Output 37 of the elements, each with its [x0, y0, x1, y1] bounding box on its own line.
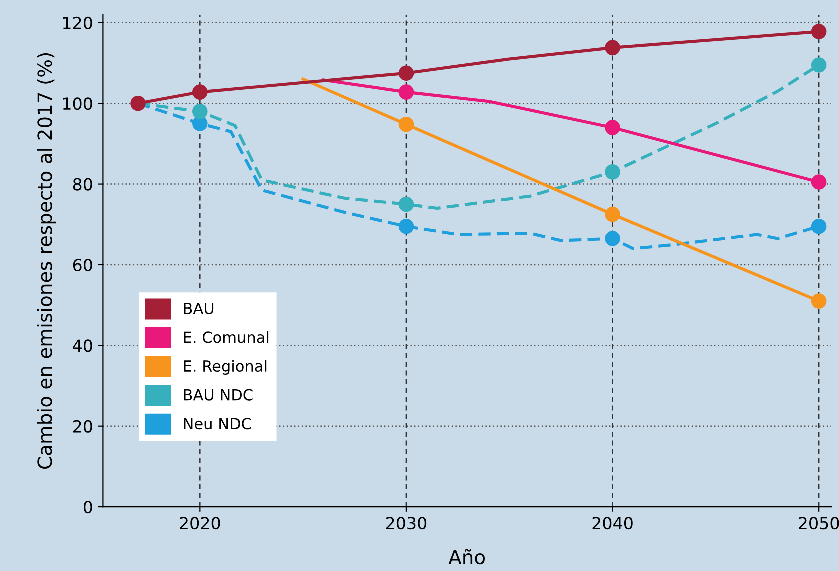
y-tick-label: 20 — [73, 420, 92, 433]
point — [398, 116, 414, 132]
point — [605, 206, 620, 222]
point — [605, 164, 620, 180]
y-axis-title: Cambio en emisiones respecto al 2017 (%) — [37, 54, 56, 469]
point — [192, 116, 208, 132]
point — [398, 84, 414, 100]
point — [398, 66, 414, 81]
point — [605, 120, 620, 136]
point — [398, 196, 414, 212]
y-tick-label: 60 — [73, 258, 92, 272]
point — [811, 24, 827, 40]
point — [811, 219, 827, 234]
y-tick-label: 0 — [84, 501, 92, 514]
point — [811, 294, 827, 309]
legend-label: E. Comunal — [184, 331, 269, 344]
y-tick-label: 40 — [73, 340, 92, 352]
x-tick-label: 2030 — [386, 517, 427, 530]
x-tick-label: 2040 — [592, 517, 633, 530]
point — [130, 96, 146, 112]
x-axis-title: Año — [448, 549, 486, 565]
point — [192, 84, 208, 100]
point — [192, 104, 208, 120]
x-tick-label: 2050 — [799, 517, 839, 530]
legend-label: BAU NDC — [184, 389, 253, 401]
y-tick-label: 100 — [63, 98, 92, 110]
point — [811, 58, 827, 73]
point — [398, 219, 414, 234]
x-tick-label: 2020 — [180, 517, 220, 530]
legend-label: BAU — [184, 303, 214, 314]
point — [605, 231, 620, 246]
legend-label: Neu NDC — [184, 418, 252, 430]
point — [605, 40, 620, 56]
y-tick-label: 80 — [73, 178, 92, 191]
y-tick-label: 120 — [63, 16, 92, 30]
legend-label: E. Regional — [184, 360, 267, 375]
point — [811, 174, 827, 190]
